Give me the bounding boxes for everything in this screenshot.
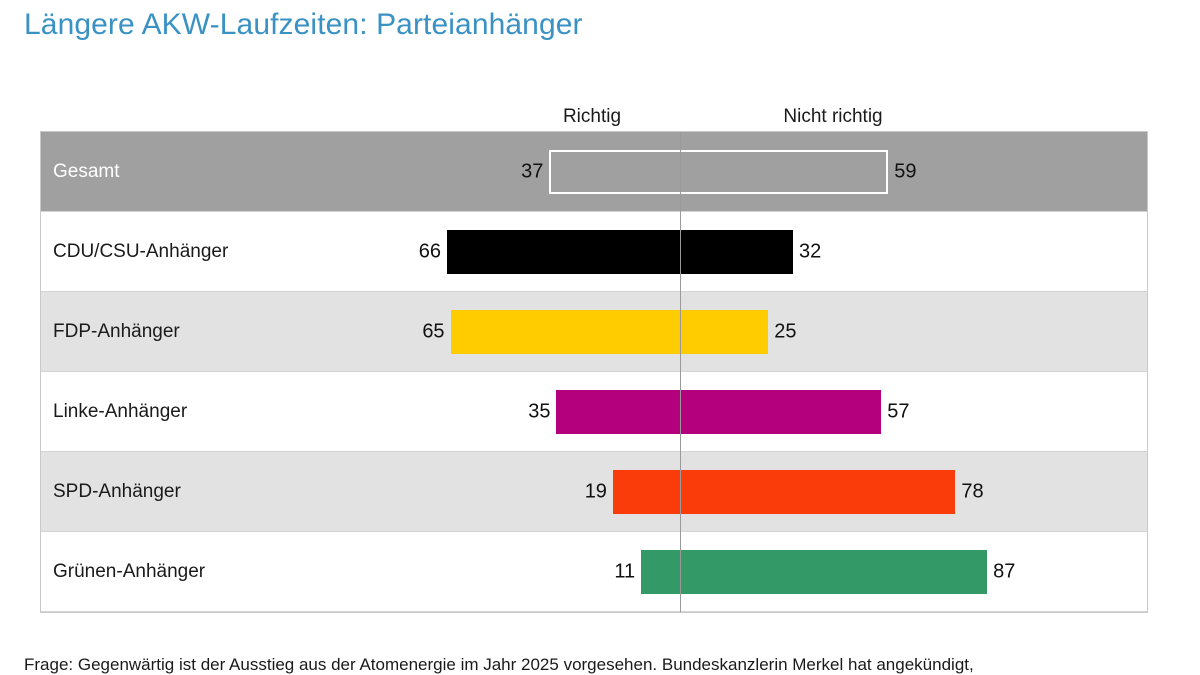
value-label-left: 37 (521, 160, 544, 182)
page-title: Längere AKW-Laufzeiten: Parteianhänger (24, 8, 583, 41)
value-label-left: 11 (614, 560, 636, 582)
table-row: Gesamt 37 59 (41, 132, 1147, 212)
diverging-bar (447, 229, 793, 274)
value-label-left: 35 (528, 400, 551, 422)
table-row: SPD-Anhänger 19 78 (41, 452, 1147, 532)
diverging-bar (549, 149, 889, 194)
value-label-right: 59 (894, 160, 917, 182)
row-label: CDU/CSU-Anhänger (53, 240, 229, 262)
bar-area: 19 78 (41, 452, 1147, 531)
value-label-left: 65 (422, 320, 445, 342)
row-label: FDP-Anhänger (53, 320, 180, 342)
value-label-right: 87 (993, 560, 1016, 582)
column-headers: Richtig Nicht richtig (0, 106, 1200, 132)
row-label: Linke-Anhänger (53, 400, 188, 422)
value-label-left: 66 (418, 240, 442, 262)
bar-area: 11 87 (41, 532, 1147, 611)
diverging-bar (450, 309, 769, 354)
diverging-bar (612, 469, 956, 514)
question-footnote: Frage: Gegenwärtig ist der Ausstieg aus … (24, 655, 974, 674)
bar-area: 65 25 (41, 292, 1147, 371)
column-header-nicht-richtig: Nicht richtig (783, 106, 883, 127)
diverging-bar (556, 389, 882, 434)
column-header-richtig: Richtig (562, 106, 622, 127)
bar-area: 37 59 (41, 132, 1147, 211)
value-label-right: 57 (887, 400, 910, 422)
table-row: CDU/CSU-Anhänger 66 32 (41, 212, 1147, 292)
row-label: SPD-Anhänger (53, 480, 181, 502)
bar-area: 66 32 (41, 212, 1147, 291)
value-label-left: 19 (584, 480, 607, 502)
table-row: Linke-Anhänger 35 57 (41, 372, 1147, 452)
diverging-bar (641, 549, 988, 594)
value-label-right: 25 (774, 320, 797, 342)
table-row: FDP-Anhänger 65 25 (41, 292, 1147, 372)
table-row: Grünen-Anhänger 11 87 (41, 532, 1147, 612)
chart-table: Gesamt 37 59 CDU/CSU-Anhänger 66 32 FDP-Anhäng… (40, 131, 1148, 613)
value-label-right: 32 (798, 240, 822, 262)
bar-area: 35 57 (41, 372, 1147, 451)
value-label-right: 78 (961, 480, 984, 502)
row-label: Grünen-Anhänger (53, 560, 206, 582)
row-label: Gesamt (53, 160, 120, 182)
